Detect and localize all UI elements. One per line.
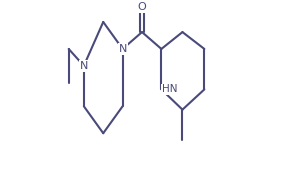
Text: HN: HN — [162, 84, 178, 94]
Text: N: N — [118, 44, 127, 54]
Text: N: N — [80, 61, 88, 71]
Text: O: O — [138, 2, 146, 12]
